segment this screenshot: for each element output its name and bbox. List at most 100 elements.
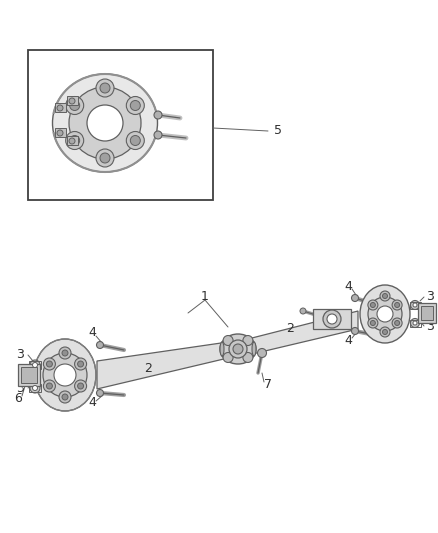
Text: 1: 1 xyxy=(201,289,209,303)
Circle shape xyxy=(96,79,114,97)
Circle shape xyxy=(131,135,140,146)
Circle shape xyxy=(78,361,84,367)
Circle shape xyxy=(100,153,110,163)
Circle shape xyxy=(69,87,141,159)
Bar xyxy=(55,128,66,137)
Circle shape xyxy=(54,364,76,386)
Circle shape xyxy=(413,321,417,325)
Text: 3: 3 xyxy=(426,319,434,333)
Circle shape xyxy=(100,83,110,93)
Circle shape xyxy=(57,130,63,136)
Circle shape xyxy=(96,390,103,397)
Circle shape xyxy=(59,347,71,359)
Circle shape xyxy=(70,101,80,110)
Circle shape xyxy=(371,320,375,326)
Circle shape xyxy=(368,300,378,310)
Circle shape xyxy=(46,361,53,367)
Circle shape xyxy=(233,344,243,354)
Circle shape xyxy=(154,131,162,139)
Circle shape xyxy=(43,380,56,392)
Circle shape xyxy=(126,96,144,115)
Text: 2: 2 xyxy=(286,322,294,335)
Bar xyxy=(410,302,421,309)
Bar xyxy=(55,103,66,112)
Circle shape xyxy=(323,310,341,328)
Bar xyxy=(410,319,421,327)
Bar xyxy=(67,96,78,105)
Bar xyxy=(418,303,436,323)
Circle shape xyxy=(229,340,247,358)
Circle shape xyxy=(382,329,388,335)
Circle shape xyxy=(300,308,306,314)
Circle shape xyxy=(74,358,87,370)
Text: 6: 6 xyxy=(14,392,22,406)
Ellipse shape xyxy=(220,342,224,356)
Circle shape xyxy=(223,352,233,362)
Polygon shape xyxy=(97,342,228,389)
Circle shape xyxy=(371,303,375,308)
Circle shape xyxy=(377,306,393,322)
Circle shape xyxy=(30,360,40,370)
Circle shape xyxy=(70,135,80,146)
Circle shape xyxy=(352,295,358,302)
Bar xyxy=(28,50,213,200)
Circle shape xyxy=(30,383,40,393)
Ellipse shape xyxy=(360,285,410,343)
Circle shape xyxy=(43,358,56,370)
Circle shape xyxy=(46,383,53,389)
Text: 4: 4 xyxy=(344,335,352,348)
Circle shape xyxy=(32,385,38,391)
Polygon shape xyxy=(248,311,358,355)
Circle shape xyxy=(380,327,390,337)
Ellipse shape xyxy=(34,339,96,411)
Bar xyxy=(67,136,78,145)
Circle shape xyxy=(66,96,84,115)
Circle shape xyxy=(78,383,84,389)
Text: 4: 4 xyxy=(88,327,96,340)
Circle shape xyxy=(352,327,358,335)
Circle shape xyxy=(392,300,402,310)
Circle shape xyxy=(43,353,87,397)
Circle shape xyxy=(154,111,162,119)
Circle shape xyxy=(87,105,123,141)
Circle shape xyxy=(410,319,420,327)
Text: 3: 3 xyxy=(16,349,24,361)
Circle shape xyxy=(243,335,253,345)
Circle shape xyxy=(57,105,63,111)
Circle shape xyxy=(62,394,68,400)
Bar xyxy=(421,306,433,320)
Circle shape xyxy=(126,132,144,149)
Bar xyxy=(29,384,41,392)
Text: 7: 7 xyxy=(264,378,272,392)
Circle shape xyxy=(74,380,87,392)
Circle shape xyxy=(368,297,402,331)
Circle shape xyxy=(380,291,390,301)
Circle shape xyxy=(69,138,75,144)
Circle shape xyxy=(382,294,388,298)
Text: 8: 8 xyxy=(426,304,434,318)
Circle shape xyxy=(96,342,103,349)
Circle shape xyxy=(59,391,71,403)
Circle shape xyxy=(410,301,420,310)
Circle shape xyxy=(223,335,233,345)
Bar xyxy=(18,364,40,386)
Circle shape xyxy=(413,303,417,307)
Circle shape xyxy=(131,101,140,110)
Circle shape xyxy=(69,98,75,104)
Ellipse shape xyxy=(252,342,256,356)
Circle shape xyxy=(258,349,266,358)
Bar xyxy=(21,367,37,383)
Circle shape xyxy=(66,132,84,149)
Circle shape xyxy=(395,320,399,326)
Bar xyxy=(29,361,41,369)
Text: 5: 5 xyxy=(274,125,282,138)
Text: 2: 2 xyxy=(144,362,152,376)
Circle shape xyxy=(32,362,38,367)
Circle shape xyxy=(368,318,378,328)
Ellipse shape xyxy=(220,334,256,364)
Circle shape xyxy=(96,149,114,167)
Text: 4: 4 xyxy=(88,397,96,409)
Ellipse shape xyxy=(53,74,158,172)
Circle shape xyxy=(243,352,253,362)
Text: 3: 3 xyxy=(16,382,24,394)
